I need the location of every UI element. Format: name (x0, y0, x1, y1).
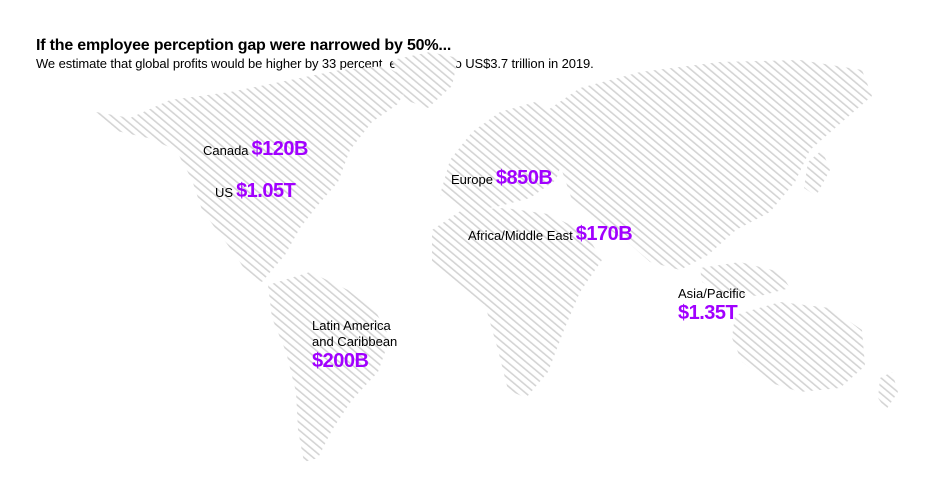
region-us: US $1.05T (215, 180, 296, 203)
europe-landmass (440, 102, 566, 212)
region-asia-pacific-label: Asia/Pacific (678, 286, 746, 301)
region-latin-america: Latin America and Caribbean $200B (312, 318, 397, 372)
southeast-asia-landmass (700, 262, 790, 296)
south-america-landmass (268, 272, 390, 462)
region-canada-value: $120B (251, 138, 309, 160)
greenland-landmass (392, 52, 458, 108)
region-latin-america-label-line1: Latin America (312, 318, 391, 333)
new-zealand-landmass (878, 372, 898, 410)
region-asia-pacific-value: $1.35T (678, 302, 738, 324)
region-africa-middle-east: Africa/Middle East $170B (468, 223, 633, 246)
region-europe: Europe $850B (451, 167, 553, 190)
region-latin-america-label-line2: and Caribbean (312, 334, 398, 349)
region-canada: Canada $120B (203, 138, 308, 161)
australia-landmass (732, 302, 865, 392)
region-europe-value: $850B (495, 167, 553, 189)
region-us-label: US (215, 185, 234, 200)
asia-landmass (545, 60, 872, 270)
japan-landmass (804, 150, 830, 196)
region-africa-middle-east-value: $170B (575, 223, 633, 245)
north-america-landmass (96, 66, 410, 282)
region-europe-label: Europe (451, 172, 493, 187)
chart-title: If the employee perception gap were narr… (36, 37, 452, 54)
region-asia-pacific: Asia/Pacific $1.35T (678, 286, 745, 324)
region-africa-middle-east-label: Africa/Middle East (468, 228, 573, 243)
region-canada-label: Canada (203, 143, 249, 158)
africa-landmass (432, 208, 602, 398)
region-latin-america-value: $200B (312, 350, 369, 372)
region-us-value: $1.05T (236, 180, 296, 202)
